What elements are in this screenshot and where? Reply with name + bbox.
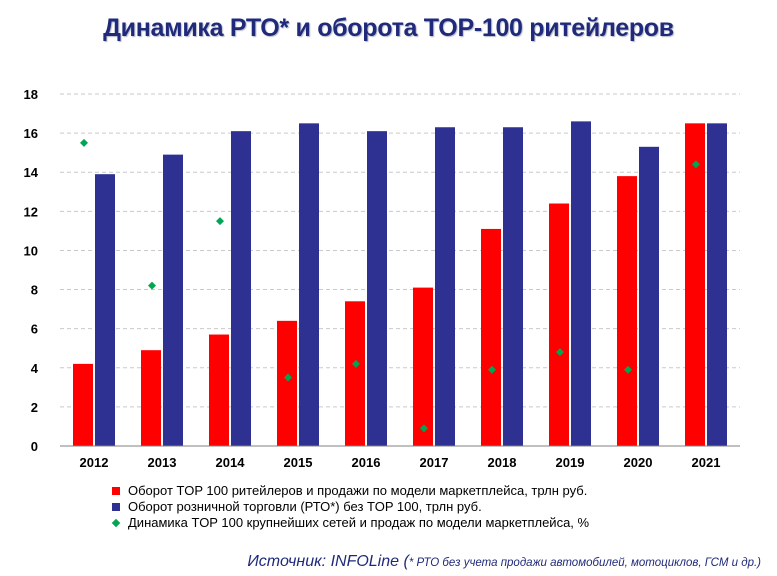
point-dynamics-2013 <box>148 281 156 290</box>
x-tick-label: 2021 <box>692 455 721 470</box>
x-tick-label: 2017 <box>420 455 449 470</box>
bar-top100-2015 <box>277 320 297 446</box>
bar-rto-2014 <box>231 131 251 446</box>
legend: Оборот TOP 100 ритейлеров и продажи по м… <box>111 483 590 531</box>
x-tick-label: 2019 <box>556 455 585 470</box>
point-dynamics-2016 <box>352 359 360 368</box>
point-dynamics-2012 <box>80 138 88 147</box>
point-dynamics-2019 <box>556 348 564 357</box>
point-dynamics-2017 <box>420 424 428 433</box>
bar-top100-2014 <box>209 334 229 446</box>
bar-rto-2012 <box>95 174 115 446</box>
legend-item-dynamics: Динамика TOP 100 крупнейших сетей и прод… <box>111 515 590 531</box>
y-tick-label: 16 <box>24 126 38 141</box>
bar-rto-2020 <box>639 146 659 447</box>
x-tick-label: 2013 <box>148 455 177 470</box>
bar-rto-2019 <box>571 121 591 446</box>
point-dynamics-2021 <box>692 160 700 169</box>
point-dynamics-2020 <box>624 365 632 374</box>
bar-top100-2019 <box>549 203 569 446</box>
bar-top100-2017 <box>413 287 433 446</box>
y-tick-label: 4 <box>31 361 39 376</box>
x-tick-label: 2014 <box>216 455 246 470</box>
bar-rto-2018 <box>503 127 523 446</box>
legend-swatch-red <box>112 487 120 495</box>
bars <box>73 121 727 447</box>
bar-top100-2018 <box>481 228 501 446</box>
legend-swatch-blue <box>112 503 120 511</box>
x-axis: 2012 2013 2014 2015 2016 2017 2018 2019 2020 2021 <box>60 445 740 470</box>
y-tick-label: 2 <box>31 400 38 415</box>
scatter-points <box>80 138 700 433</box>
y-tick-label: 14 <box>24 165 39 180</box>
x-tick-label: 2020 <box>624 455 653 470</box>
legend-label: Динамика TOP 100 крупнейших сетей и прод… <box>128 515 590 530</box>
point-dynamics-2015 <box>284 373 292 382</box>
source-note: Источник: INFOLine (* РТО без учета прод… <box>247 553 761 571</box>
bar-top100-2020 <box>617 176 637 446</box>
bar-rto-2021 <box>707 123 727 446</box>
y-tick-label: 6 <box>31 322 38 337</box>
bar-rto-2016 <box>367 131 387 446</box>
legend-item-top100: Оборот TOP 100 ритейлеров и продажи по м… <box>112 483 589 499</box>
y-tick-label: 18 <box>24 87 38 102</box>
bar-top100-2012 <box>73 363 93 446</box>
bar-rto-2015 <box>299 123 319 446</box>
y-tick-label: 8 <box>31 283 38 298</box>
point-dynamics-2018 <box>488 365 496 374</box>
legend-label: Оборот TOP 100 ритейлеров и продажи по м… <box>128 483 588 498</box>
y-tick-label: 10 <box>24 243 38 258</box>
grid-lines <box>60 93 740 408</box>
x-tick-label: 2018 <box>488 455 517 470</box>
x-tick-label: 2012 <box>80 455 109 470</box>
source-footnote: * РТО без учета продажи автомобилей, мот… <box>408 557 761 569</box>
y-tick-label: 0 <box>31 439 38 454</box>
y-tick-label: 12 <box>24 204 38 219</box>
bar-rto-2017 <box>435 127 455 446</box>
x-tick-label: 2015 <box>284 455 313 470</box>
legend-swatch-diamond <box>111 518 121 528</box>
legend-label: Оборот розничной торговли (РТО*) без TOP… <box>128 499 482 514</box>
bar-top100-2021 <box>685 123 705 446</box>
x-tick-label: 2016 <box>352 455 381 470</box>
legend-item-rto: Оборот розничной торговли (РТО*) без TOP… <box>112 499 589 515</box>
point-dynamics-2014 <box>216 217 224 226</box>
y-axis: 0 2 4 6 8 10 12 14 16 18 <box>24 87 39 454</box>
bar-top100-2016 <box>345 301 365 446</box>
bar-top100-2013 <box>141 350 161 446</box>
chart-title: Динамика РТО* и оборота TOP-100 ритейлер… <box>103 14 674 42</box>
source-main: Источник: INFOLine ( <box>247 553 409 570</box>
bar-rto-2013 <box>163 154 183 446</box>
